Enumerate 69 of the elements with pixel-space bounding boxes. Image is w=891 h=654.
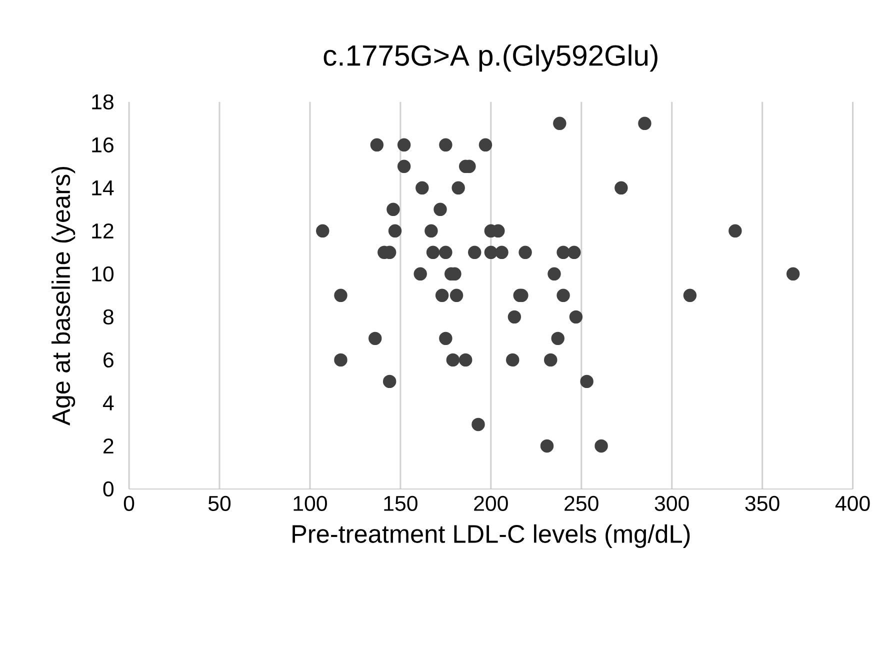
point (439, 138, 452, 152)
point (416, 181, 429, 195)
point (334, 353, 348, 367)
point (484, 246, 498, 260)
point (397, 160, 411, 174)
x-tick-label: 300 (654, 496, 689, 512)
y-tick-label: 10 (92, 266, 114, 282)
point (568, 246, 581, 260)
point (439, 246, 452, 260)
point (638, 116, 652, 130)
point (683, 288, 697, 302)
point (334, 288, 348, 302)
y-tick-label: 14 (92, 180, 114, 196)
y-axis-title: Age at baseline (years) (52, 166, 76, 426)
point (495, 246, 508, 260)
point (508, 310, 522, 324)
y-tick-label: 18 (92, 94, 114, 110)
point (580, 374, 594, 388)
point (458, 353, 472, 367)
point (370, 138, 384, 152)
point (388, 224, 402, 238)
point (569, 310, 583, 324)
y-tick-label: 4 (102, 396, 114, 410)
point (468, 246, 482, 260)
point (397, 138, 411, 152)
point (786, 267, 800, 281)
point (556, 288, 570, 302)
point (472, 418, 485, 432)
point (506, 353, 520, 367)
point (556, 246, 570, 260)
chart-title: c.1775G>A p.(Gly592Glu) (324, 44, 658, 72)
point (548, 267, 561, 281)
x-tick-label: 400 (835, 496, 870, 512)
point (439, 332, 452, 346)
point (434, 202, 447, 216)
x-tick-label: 50 (208, 496, 231, 512)
point (452, 181, 465, 195)
point (544, 353, 558, 367)
x-tick-label: 0 (124, 496, 134, 512)
x-tick-label: 200 (474, 496, 508, 512)
y-tick-label: 16 (92, 137, 114, 152)
point (728, 224, 742, 238)
point (614, 181, 628, 195)
point (551, 332, 564, 346)
point (446, 353, 460, 367)
x-tick-label: 350 (745, 496, 780, 512)
point (435, 288, 449, 302)
x-tick-label: 150 (384, 496, 418, 512)
point (594, 439, 608, 453)
y-tick-label: 6 (104, 352, 114, 368)
y-tick-label: 8 (103, 309, 114, 325)
point (450, 288, 464, 302)
point (382, 374, 396, 388)
y-tick-label: 2 (104, 438, 114, 454)
point (414, 267, 427, 281)
point (368, 332, 382, 346)
y-tick-label: 0 (103, 481, 114, 497)
point (426, 246, 440, 260)
point (478, 138, 492, 152)
point (540, 439, 554, 453)
point (553, 116, 566, 130)
x-axis-title: Pre-treatment LDL-C levels (mg/dL) (292, 524, 690, 548)
point (518, 246, 532, 260)
x-tick-label: 250 (564, 496, 598, 512)
point (316, 224, 330, 238)
x-tick-label: 100 (294, 496, 327, 512)
y-tick-label: 12 (92, 223, 114, 238)
point (386, 202, 400, 216)
point (424, 224, 438, 238)
